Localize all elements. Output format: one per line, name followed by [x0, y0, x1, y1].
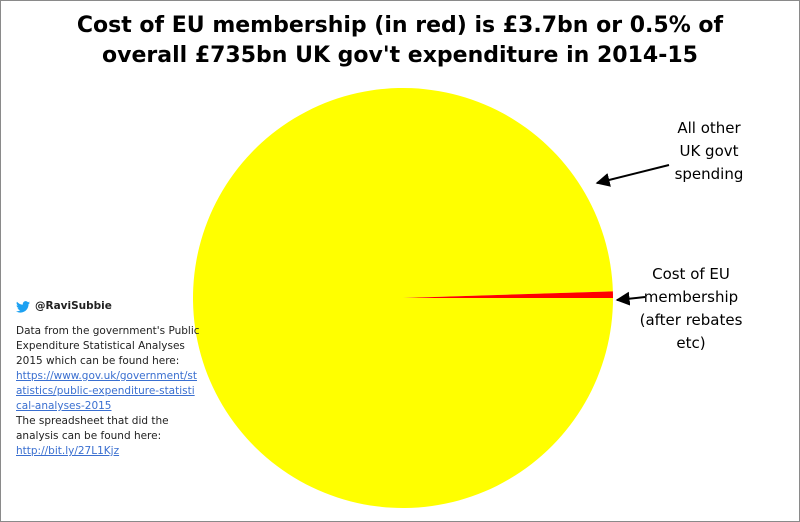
slice-label-other-spending: All other UK govt spending	[675, 119, 744, 183]
slice-label-eu-membership: Cost of EU membership (after rebates etc)	[640, 265, 743, 352]
source-text: Data from the government's Public Expend…	[16, 325, 200, 367]
spreadsheet-text: The spreadsheet that did the analysis ca…	[16, 415, 169, 442]
pie-slice-other-spending	[193, 88, 613, 509]
source-link[interactable]: https://www.gov.uk/government/statistics…	[16, 370, 198, 412]
chart-title-line-2: overall £735bn UK gov't expenditure in 2…	[102, 43, 698, 68]
spreadsheet-link[interactable]: http://bit.ly/27L1Kjz	[16, 445, 120, 457]
twitter-credit: @RaviSubbie	[16, 299, 200, 314]
pie-slice-eu-membership	[403, 291, 613, 298]
chart-title-line-1: Cost of EU membership (in red) is £3.7bn…	[76, 13, 724, 38]
chart-title: Cost of EU membership (in red) is £3.7bn…	[1, 11, 799, 71]
twitter-bird-icon	[16, 300, 30, 313]
arrow-eu-membership	[615, 291, 646, 306]
source-notes: @RaviSubbie Data from the government's P…	[16, 299, 200, 459]
arrow-other-spending	[595, 164, 670, 187]
twitter-handle: @RaviSubbie	[35, 300, 112, 312]
